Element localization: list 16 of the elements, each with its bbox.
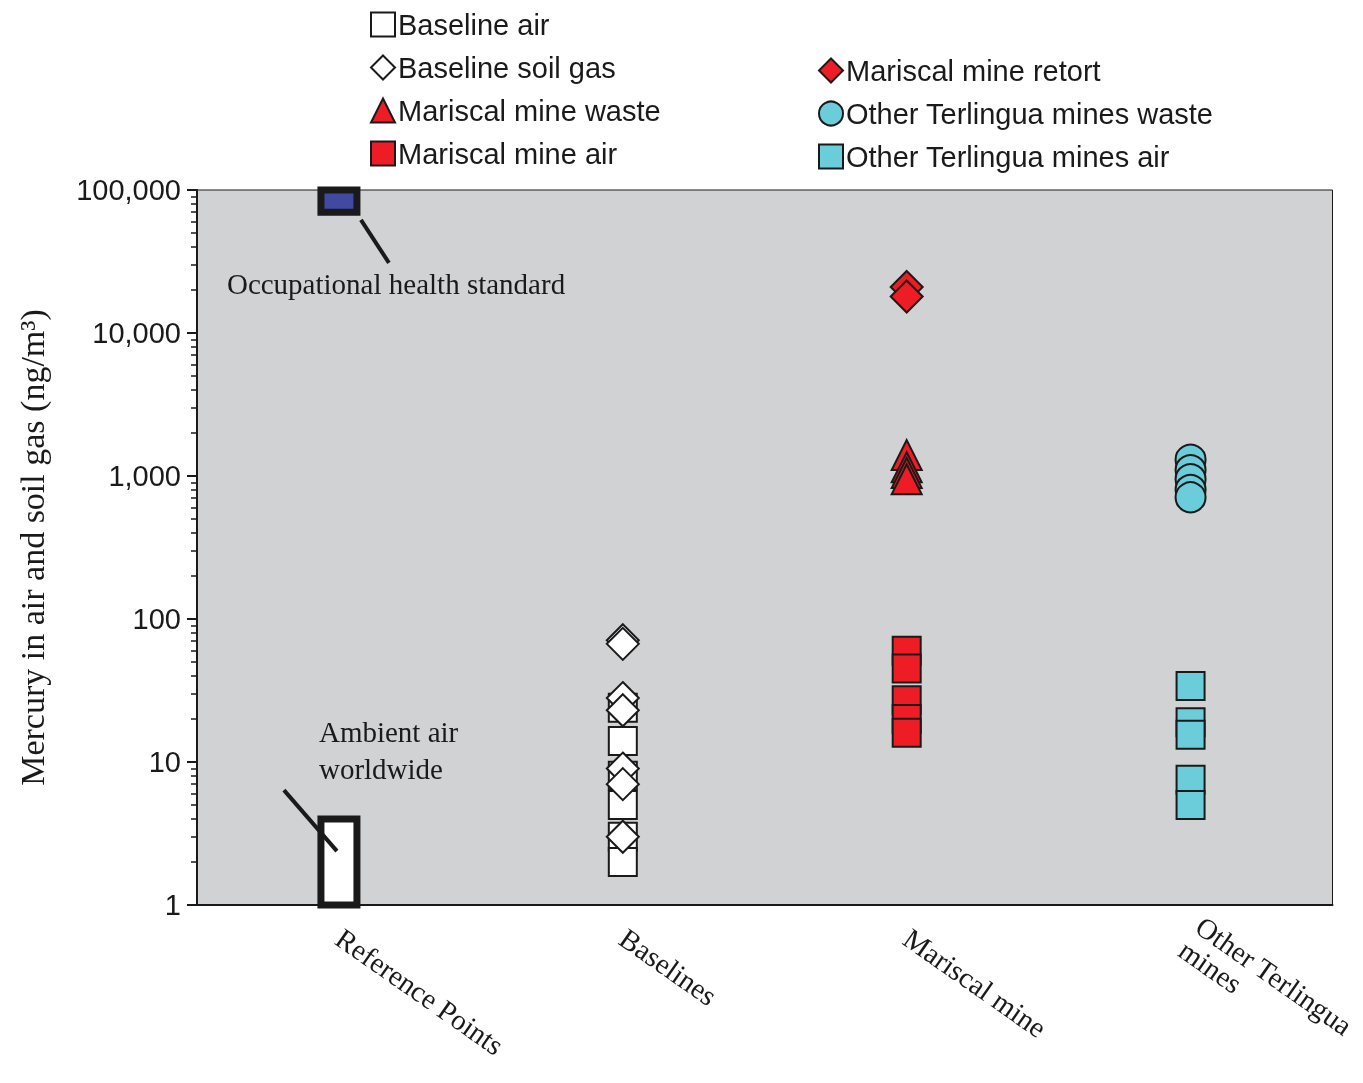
y-axis-title: Mercury in air and soil gas (ng/m³) bbox=[13, 309, 52, 786]
annotation: Occupational health standard bbox=[226, 268, 566, 301]
legend-label: Mariscal mine retort bbox=[846, 54, 1101, 87]
y-tick-label: 1 bbox=[164, 889, 181, 921]
y-tick-label: 100,000 bbox=[76, 174, 181, 206]
legend-label: Other Terlingua mines air bbox=[846, 140, 1170, 173]
legend-label: Baseline air bbox=[398, 8, 550, 41]
y-tick-label: 100 bbox=[132, 603, 181, 635]
legend-label: Mariscal mine waste bbox=[398, 94, 661, 127]
y-tick-label: 10,000 bbox=[92, 317, 181, 349]
legend-label: Baseline soil gas bbox=[398, 51, 616, 84]
legend-label: Mariscal mine air bbox=[398, 137, 618, 170]
y-tick-label: 10 bbox=[148, 746, 181, 778]
annotation: Ambient air worldwide bbox=[318, 715, 466, 785]
y-tick-label: 1,000 bbox=[108, 460, 181, 492]
legend-label: Other Terlingua mines waste bbox=[846, 97, 1213, 130]
